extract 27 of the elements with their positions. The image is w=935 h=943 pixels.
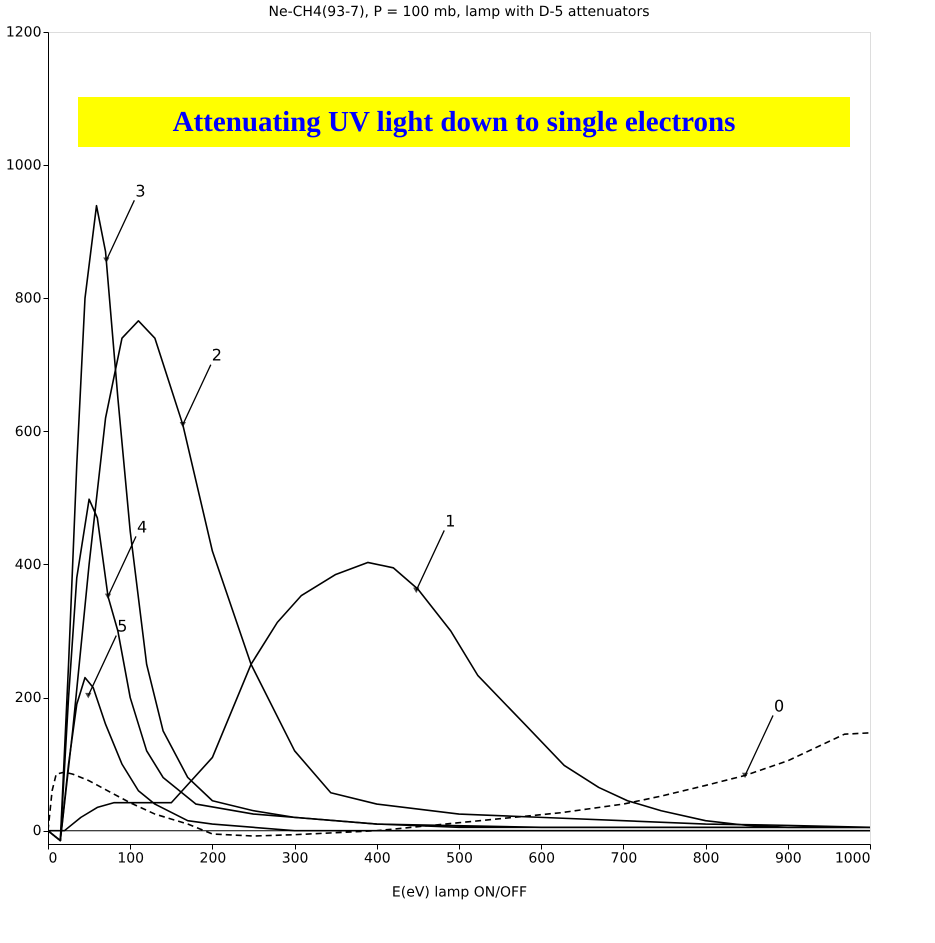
- y-tick-label: 800: [14, 290, 42, 307]
- x-tick-label: 600: [528, 850, 556, 866]
- x-tick-label: 500: [446, 850, 473, 866]
- x-tick-label: 400: [364, 850, 391, 866]
- y-tick-label: 600: [14, 424, 42, 440]
- x-tick-label: 900: [774, 850, 802, 866]
- annotation: 4: [137, 517, 148, 536]
- annotation: 3: [135, 181, 146, 200]
- annotation: 5: [117, 616, 128, 636]
- y-tick-label: 0: [32, 823, 42, 840]
- y-tick-label: 1000: [6, 158, 42, 174]
- x-axis-title: E(eV) lamp ON/OFF: [392, 884, 528, 900]
- y-tick-label: 1200: [6, 24, 42, 40]
- y-tick-label: 400: [14, 556, 42, 573]
- y-tick-label: 200: [14, 690, 42, 706]
- x-tick-label: 200: [200, 850, 226, 866]
- x-tick-label: 700: [610, 850, 638, 866]
- annotation: 0: [774, 696, 784, 716]
- x-tick-label: 100: [117, 850, 144, 866]
- chart-title: Ne-CH4(93-7), P = 100 mb, lamp with D-5 attenuators: [268, 4, 650, 20]
- x-tick-label: 800: [692, 850, 720, 866]
- x-tick-label: 1000: [834, 850, 870, 866]
- annotation: Attenuating UV light down to single electrons: [172, 106, 736, 138]
- annotation: 1: [445, 511, 456, 530]
- x-tick-label: 300: [282, 850, 308, 866]
- annotation: 2: [212, 346, 222, 365]
- x-tick-label: 0: [48, 850, 58, 866]
